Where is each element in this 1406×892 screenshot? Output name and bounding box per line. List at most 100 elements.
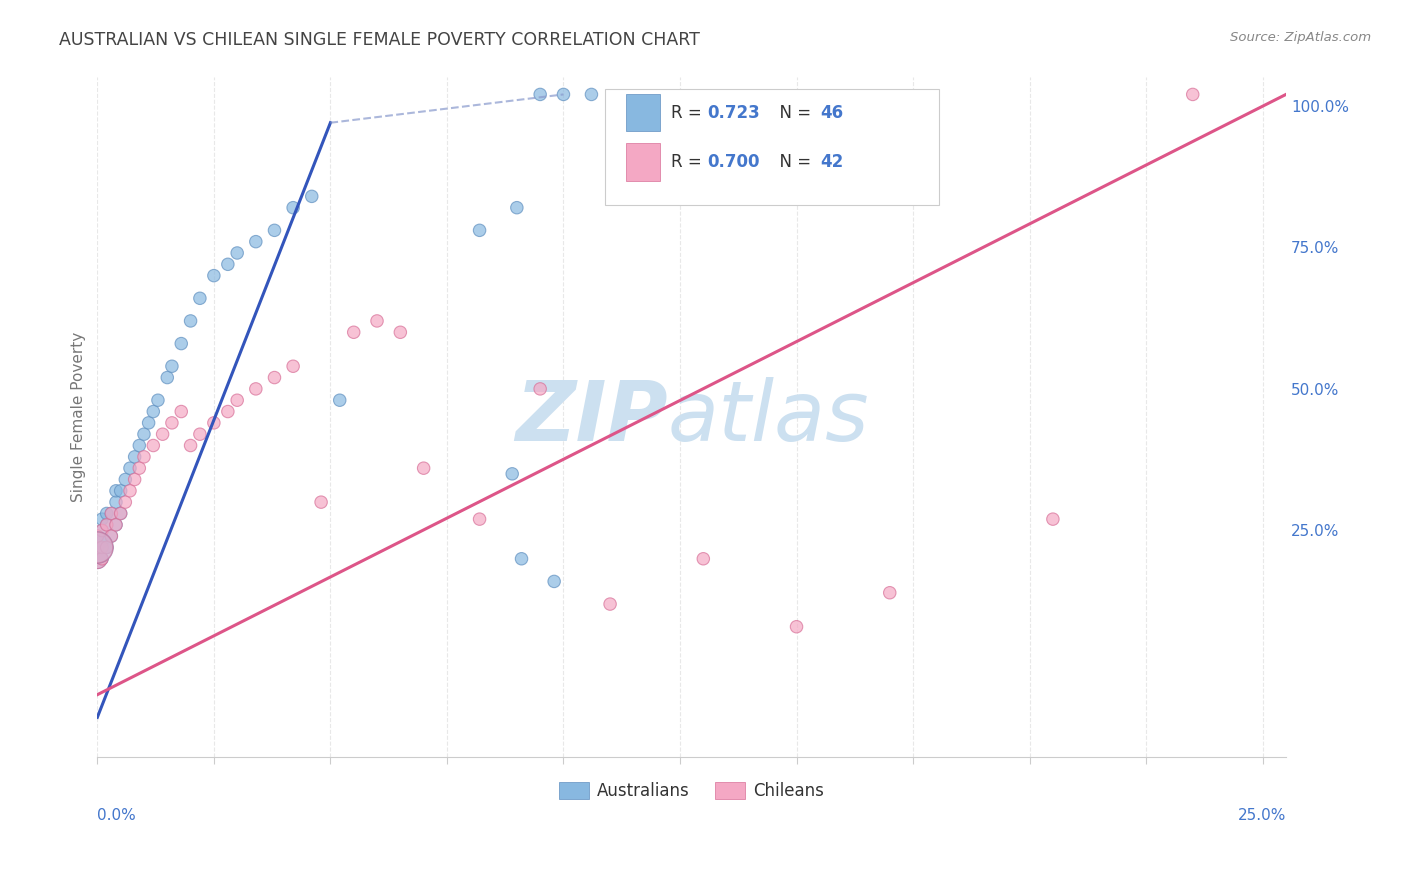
Point [412,461,434,475]
Point [100,529,122,543]
Point [180,438,202,452]
Point [91,551,114,566]
Point [217,257,239,271]
Point [366,314,388,328]
Text: 0.0%: 0.0% [97,808,136,823]
Point [124,473,146,487]
Point [343,325,366,339]
Point [91,551,114,566]
Point [86,541,108,555]
Point [118,483,141,498]
Point [529,382,551,396]
Text: ZIP: ZIP [515,376,668,458]
Point [506,201,529,215]
Point [301,189,323,203]
Point [202,416,225,430]
Point [281,359,304,374]
Point [245,382,267,396]
Point [100,529,122,543]
Point [91,512,114,526]
Legend: Australians, Chileans: Australians, Chileans [553,775,831,806]
Point [105,517,128,532]
Text: R =: R = [672,103,707,121]
Point [132,427,155,442]
Point [114,473,136,487]
Text: AUSTRALIAN VS CHILEAN SINGLE FEMALE POVERTY CORRELATION CHART: AUSTRALIAN VS CHILEAN SINGLE FEMALE POVE… [59,31,700,49]
Point [263,370,285,384]
Point [281,201,304,215]
Point [1042,512,1064,526]
Point [114,495,136,509]
Point [96,541,118,555]
Point [543,574,565,589]
Point [96,541,118,555]
Text: 46: 46 [820,103,844,121]
Point [91,524,114,538]
Point [226,393,249,408]
Point [170,336,193,351]
Point [152,427,174,442]
Point [180,314,202,328]
Point [96,517,118,532]
Point [226,246,249,260]
Text: 25.0%: 25.0% [1237,808,1286,823]
Point [217,404,239,418]
Point [110,483,132,498]
Point [188,291,211,305]
Point [124,450,146,464]
Text: R =: R = [672,153,707,171]
Text: 0.700: 0.700 [707,153,759,171]
Point [879,586,901,600]
Point [100,507,122,521]
Point [146,393,169,408]
Point [91,524,114,538]
Point [118,461,141,475]
Point [86,551,108,566]
Point [202,268,225,283]
Point [1181,87,1204,102]
Point [142,438,165,452]
Point [96,517,118,532]
Point [128,461,150,475]
Point [692,551,714,566]
Point [170,404,193,418]
Text: N =: N = [769,153,817,171]
Point [468,512,491,526]
Point [100,507,122,521]
Point [132,450,155,464]
Point [110,507,132,521]
Y-axis label: Single Female Poverty: Single Female Poverty [72,332,86,502]
Point [309,495,332,509]
Point [105,517,128,532]
FancyBboxPatch shape [626,144,659,181]
Point [501,467,523,481]
Point [86,541,108,555]
Point [581,87,603,102]
Text: 42: 42 [820,153,844,171]
Point [86,551,108,566]
Point [529,87,551,102]
Point [263,223,285,237]
Point [553,87,575,102]
Point [128,438,150,452]
Point [599,597,621,611]
Point [138,416,160,430]
Text: 0.723: 0.723 [707,103,759,121]
Point [86,529,108,543]
Point [160,359,183,374]
Point [188,427,211,442]
Point [86,541,108,555]
Point [86,529,108,543]
Point [389,325,412,339]
Point [110,507,132,521]
FancyBboxPatch shape [626,94,659,131]
Point [245,235,267,249]
FancyBboxPatch shape [605,89,939,205]
Text: Source: ZipAtlas.com: Source: ZipAtlas.com [1230,31,1371,45]
Point [105,495,128,509]
Point [786,620,808,634]
Text: atlas: atlas [668,376,869,458]
Text: N =: N = [769,103,817,121]
Point [105,483,128,498]
Point [91,534,114,549]
